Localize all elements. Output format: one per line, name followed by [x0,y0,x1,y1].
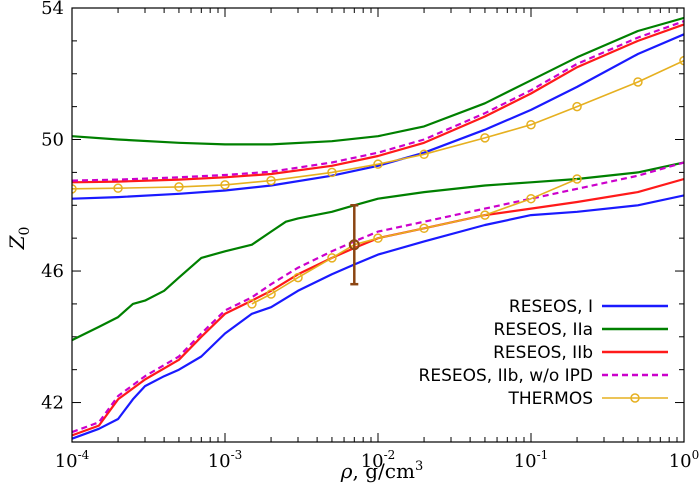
x-tick-label: 10-2 [361,448,396,472]
x-axis-unit: , g/cm [353,459,415,483]
thermos-marker [113,183,123,193]
legend-label: RESEOS, I [509,297,593,317]
thermos-marker [327,253,337,263]
legend-label: RESEOS, IIa [493,320,593,340]
series-line-4-branch-0 [72,59,684,190]
error-bar [348,204,360,286]
y-axis-symbol: Z [5,234,29,250]
thermos-marker [480,210,490,220]
thermos-marker [174,182,184,192]
legend-marker [630,393,640,403]
thermos-marker [679,55,684,66]
series-line-4-branch-1 [251,178,578,305]
thermos-marker [480,133,490,143]
series-line-1-branch-0 [72,16,684,146]
y-axis-label: Z0 [5,227,33,251]
x-axis-unit-sup: 3 [415,459,423,474]
thermos-marker [373,233,383,243]
x-axis-symbol: ρ [340,459,353,483]
thermos-marker [373,159,383,169]
y-axis-sub: 0 [17,227,33,236]
thermos-marker [327,167,337,178]
thermos-marker [633,77,643,87]
thermos-marker [419,149,429,160]
thermos-marker [266,289,276,299]
error-bar-point [348,239,360,251]
x-tick-base: 10 [514,451,537,472]
series-line-1-branch-1 [72,161,684,342]
x-tick-exp: -3 [231,448,243,462]
series-line-3-branch-1 [72,161,684,434]
legend: RESEOS, I RESEOS, IIa RESEOS, IIb RESEOS, I… [419,297,668,409]
legend-label: THERMOS [507,389,593,409]
y-tick-label: 46 [41,261,64,282]
thermos-marker [526,119,536,130]
thermos-marker [220,180,230,190]
x-tick-base: 10 [55,451,78,472]
thermos-marker [72,184,77,194]
series-lines [72,16,684,440]
x-tick-base: 10 [208,451,231,472]
x-tick-exp: 0 [692,448,700,462]
legend-label: RESEOS, IIb [493,343,593,363]
x-tick-base: 10 [669,451,692,472]
x-axis-label: ρ, g/cm3 [340,459,423,483]
thermos-marker [572,101,582,112]
x-tick-exp: -4 [78,448,90,462]
x-tick-base: 10 [361,451,384,472]
x-tick-label: 10-4 [55,448,90,472]
ticks [71,7,685,442]
thermos-marker [293,272,303,283]
plot-frame [71,7,685,443]
y-tick-label: 42 [41,393,64,414]
legend-label: RESEOS, IIb, w/o IPD [419,366,593,386]
series-line-0-branch-1 [72,194,684,440]
x-tick-label: 10-1 [514,448,549,472]
x-tick-label: 10-3 [208,448,243,472]
y-tick-label: 54 [41,0,64,19]
thermos-marker [526,193,536,204]
series-line-2-branch-0 [72,23,684,184]
thermos-marker [266,175,276,186]
x-tick-exp: -1 [537,448,549,462]
x-tick-label: 100 [669,448,700,472]
x-tick-exp: -2 [384,448,396,462]
thermos-marker [419,223,429,234]
thermos-marker [247,299,257,309]
y-tick-label: 50 [41,130,64,151]
thermos-marker [572,174,582,184]
series-line-0-branch-0 [72,33,684,200]
